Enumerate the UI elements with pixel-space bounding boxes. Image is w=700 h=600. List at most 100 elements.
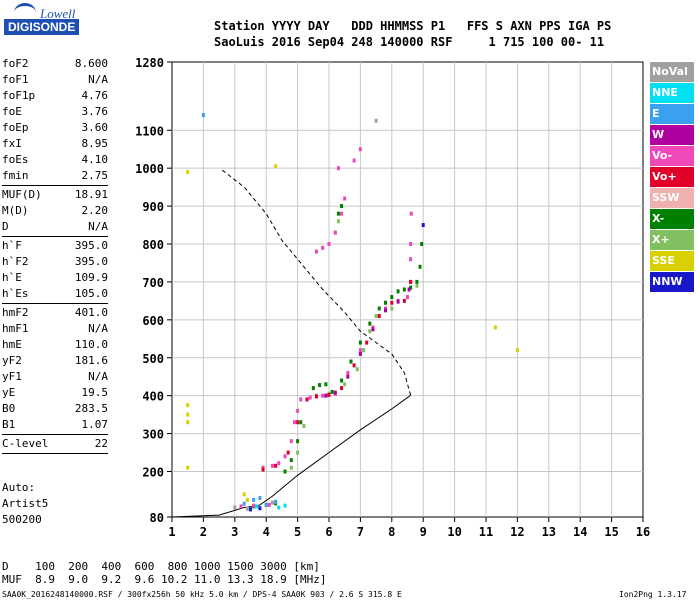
param-label: foF1p [2, 89, 36, 102]
param-row: C-level 22 [2, 436, 108, 452]
echo-point [283, 503, 287, 508]
param-row: foEs 4.10 [2, 152, 108, 168]
y-tick-label: 80 [150, 511, 164, 525]
echo-point [292, 420, 296, 425]
y-tick-label: 500 [142, 352, 164, 366]
param-row: fxI 8.95 [2, 136, 108, 152]
param-value: 395.0 [74, 255, 108, 268]
echo-point [314, 394, 318, 399]
echo-point [377, 306, 381, 311]
x-tick-label: 7 [357, 525, 364, 539]
echo-point [406, 295, 409, 300]
echo-point [283, 469, 287, 474]
x-tick-label: 5 [294, 525, 301, 539]
param-row: h`F2 395.0 [2, 254, 108, 270]
echo-point [374, 314, 378, 319]
echo-point [321, 245, 325, 250]
x-tick-label: 9 [420, 525, 427, 539]
y-tick-label: 1100 [135, 124, 164, 138]
legend-item: X- [650, 209, 694, 229]
param-value: 8.95 [81, 137, 109, 150]
parameter-panel: foF2 8.600 foF1 N/A foF1p 4.76 foE 3.76 foEp 3.60… [2, 56, 108, 455]
param-value: 18.91 [74, 188, 108, 201]
echo-point [368, 321, 372, 326]
echo-point [384, 300, 388, 305]
param-label: h`F [2, 239, 22, 252]
x-tick-label: 13 [542, 525, 556, 539]
echo-point [515, 348, 519, 353]
legend-item: E [650, 104, 694, 124]
echo-point [340, 378, 344, 383]
param-value: N/A [88, 73, 108, 86]
param-value: 4.10 [81, 153, 109, 166]
y-tick-label: 1280 [135, 56, 164, 70]
param-label: yF2 [2, 354, 22, 367]
echo-point [349, 359, 353, 364]
header-row-1: Station YYYY DAY DDD HHMMSS P1 FFS S AXN… [214, 19, 612, 33]
param-label: h`F2 [2, 255, 29, 268]
param-value: N/A [88, 322, 108, 335]
param-value: 283.5 [74, 402, 108, 415]
footer-version: Ion2Png 1.3.17 [619, 590, 687, 599]
param-row: hmF1 N/A [2, 321, 108, 337]
echo-point [415, 283, 419, 288]
param-value: N/A [88, 220, 108, 233]
echo-point [346, 370, 350, 375]
echo-point [264, 502, 268, 507]
echo-point [324, 393, 328, 398]
param-label: hmF1 [2, 322, 29, 335]
param-value: 109.9 [74, 271, 108, 284]
echo-point [186, 169, 190, 174]
param-row: foF1p 4.76 [2, 88, 108, 104]
legend-item: NNE [650, 83, 694, 103]
echo-point [270, 500, 274, 505]
param-row: hmF2 401.0 [2, 305, 108, 321]
digisonde-logo: Lowell DIGISONDE [0, 0, 130, 40]
x-tick-label: 2 [200, 525, 207, 539]
x-tick-label: 3 [231, 525, 238, 539]
echo-point [377, 314, 381, 319]
echo-point [296, 450, 300, 455]
echo-point [358, 147, 362, 152]
param-value: 8.600 [74, 57, 108, 70]
echo-point [186, 403, 190, 408]
param-value: 3.60 [81, 121, 109, 134]
echo-point [318, 383, 322, 388]
echo-point [308, 395, 312, 400]
echo-point [409, 211, 413, 216]
echo-point [289, 465, 293, 470]
echo-point [407, 287, 411, 292]
param-label: foF1 [2, 73, 29, 86]
echo-point [384, 308, 388, 313]
echo-point [368, 329, 372, 334]
echo-point [362, 348, 366, 353]
echo-point [396, 299, 400, 304]
echo-point [252, 503, 256, 508]
param-separator [2, 453, 108, 454]
param-row: foEp 3.60 [2, 120, 108, 136]
echo-point [261, 467, 265, 472]
echo-point [409, 285, 413, 290]
echo-point [358, 351, 362, 356]
echo-point [390, 300, 394, 305]
echo-point [255, 504, 259, 509]
echo-point [186, 420, 190, 425]
echo-point [296, 420, 300, 425]
plot-frame [171, 61, 644, 518]
footer-distance-row: D 100 200 400 600 800 1000 1500 3000 [km… [2, 560, 320, 573]
param-value: 1.07 [81, 418, 109, 431]
echo-point [355, 367, 359, 372]
param-value: 22 [94, 437, 108, 450]
echo-point [314, 249, 318, 254]
footer-file-info: SAA0K_2016248140000.RSF / 300fx256h 50 k… [2, 590, 402, 599]
echo-point [358, 340, 362, 345]
param-row: h`E 109.9 [2, 270, 108, 286]
param-row: B1 1.07 [2, 417, 108, 433]
echo-point [305, 397, 309, 402]
param-label: fmin [2, 169, 29, 182]
param-label: MUF(D) [2, 188, 42, 201]
param-row: hmE 110.0 [2, 337, 108, 353]
echo-point [402, 298, 406, 303]
legend-item: Vo+ [650, 167, 694, 187]
